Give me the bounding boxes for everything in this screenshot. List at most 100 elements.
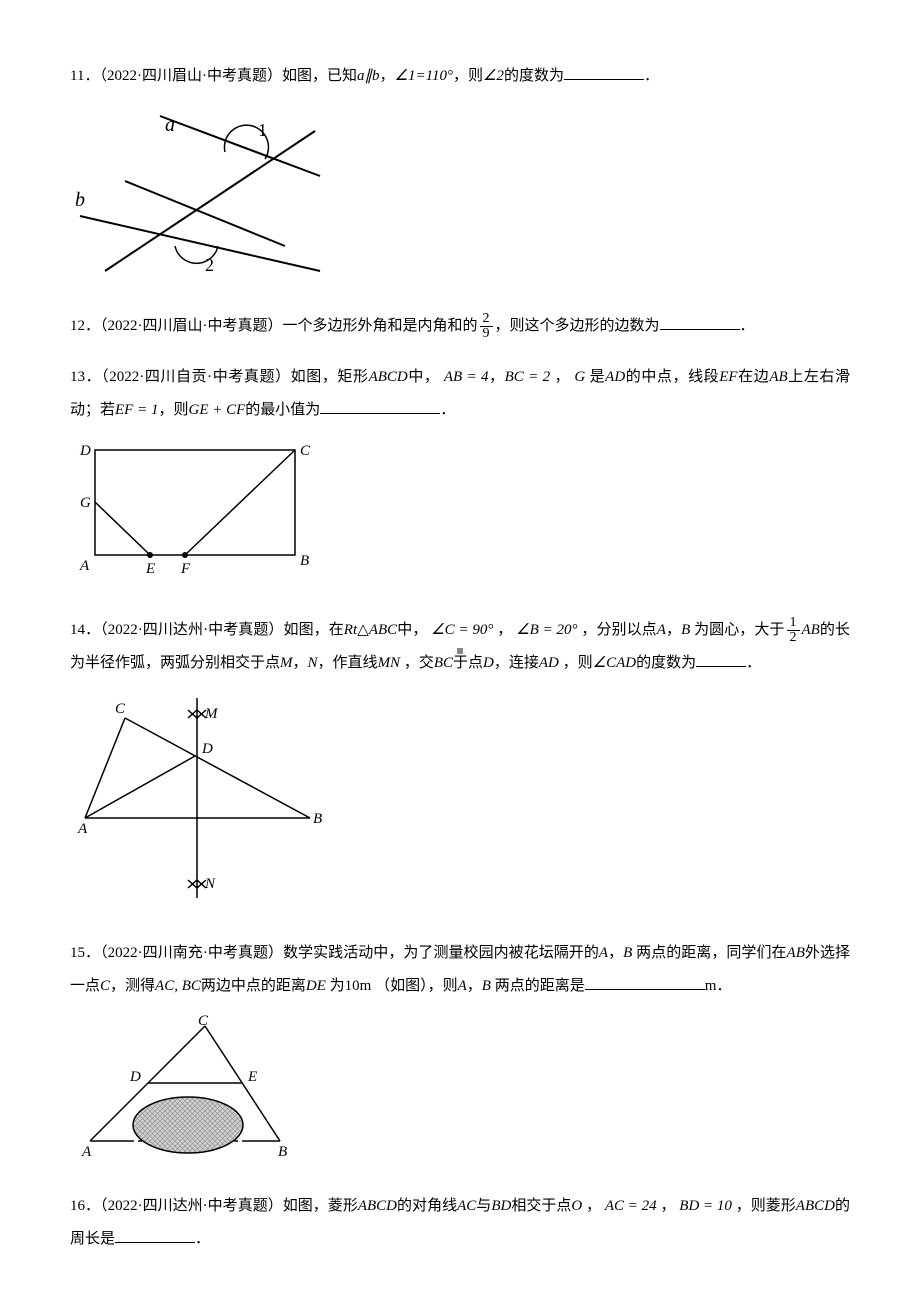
label-1: 1 xyxy=(258,120,267,140)
var: N xyxy=(308,655,318,671)
label-E: E xyxy=(145,561,155,577)
text: 的对角线 xyxy=(397,1198,457,1214)
text: ，则这个多边形的边数为 xyxy=(495,318,660,334)
figure-13: D C G A E F B xyxy=(70,435,850,596)
flower-bed xyxy=(133,1097,243,1153)
text: ，作直线 xyxy=(318,655,378,671)
line-AC xyxy=(85,718,125,818)
text: ， xyxy=(467,978,482,994)
text: 在边 xyxy=(738,369,770,385)
line-a xyxy=(105,131,315,271)
label-N: N xyxy=(204,876,216,892)
text: 如图，在 xyxy=(284,622,344,638)
var: AB xyxy=(787,945,805,961)
text: 如图，矩形 xyxy=(291,369,369,385)
text: 如图，菱形 xyxy=(283,1198,358,1214)
var: B xyxy=(681,622,690,638)
text: 两点的距离，同学们在 xyxy=(636,945,786,961)
problem-14: 14．（2022·四川达州·中考真题）如图，在Rt△ABC中， ∠C = 90°… xyxy=(70,614,850,919)
text: ，交 xyxy=(404,655,434,671)
q-number: 12 xyxy=(70,318,85,334)
var: ABC xyxy=(369,622,397,638)
label-D: D xyxy=(79,443,91,459)
q-source: （2022·四川达州·中考真题） xyxy=(100,622,283,638)
label-D: D xyxy=(201,741,213,757)
problem-13-text: 13．（2022·四川自贡·中考真题）如图，矩形ABCD中， AB = 4，BC… xyxy=(70,361,850,427)
problem-16: 16．（2022·四川达州·中考真题）如图，菱形ABCD的对角线AC与BD相交于… xyxy=(70,1190,850,1256)
text: ， xyxy=(554,369,570,385)
text: 的最小值为 xyxy=(245,402,320,418)
label-D: D xyxy=(129,1069,141,1085)
var: EF xyxy=(719,369,737,385)
label-b: b xyxy=(75,189,85,211)
var: AB xyxy=(769,369,787,385)
label-2: 2 xyxy=(205,255,214,275)
label-C: C xyxy=(198,1013,209,1029)
text: ，测得 xyxy=(110,978,155,994)
text: ， xyxy=(488,369,504,385)
period: ． xyxy=(746,655,761,671)
q-source: （2022·四川眉山·中考真题） xyxy=(99,68,282,84)
text: ，连接 xyxy=(494,655,539,671)
expr: a∥b xyxy=(357,68,380,84)
eq: AC = 24 xyxy=(605,1198,657,1214)
var: A xyxy=(458,978,467,994)
label-B: B xyxy=(313,811,322,827)
expr: ∠1=110° xyxy=(395,68,453,84)
figure-15-svg: C D E A B xyxy=(70,1011,310,1161)
text: 是 xyxy=(590,369,606,385)
text: ， xyxy=(497,622,512,638)
label-G: G xyxy=(80,495,91,511)
rectangle xyxy=(95,450,295,555)
eq: BC = 2 xyxy=(505,369,550,385)
period: ． xyxy=(740,318,755,334)
label-B: B xyxy=(300,553,309,569)
problem-12-text: 12．（2022·四川眉山·中考真题）一个多边形外角和是内角和的29，则这个多边… xyxy=(70,310,850,343)
var: C xyxy=(100,978,110,994)
text: （如图），则 xyxy=(375,978,458,994)
period: ． xyxy=(195,1231,210,1247)
text: ， xyxy=(608,945,623,961)
label-a: a xyxy=(165,114,175,136)
var: D xyxy=(483,655,494,671)
label-C: C xyxy=(115,701,126,717)
problem-15: 15．（2022·四川南充·中考真题）数学实践活动中，为了测量校园内被花坛隔开的… xyxy=(70,937,850,1172)
var: ABCD xyxy=(796,1198,835,1214)
line-CF xyxy=(185,450,295,555)
text: 为圆心，大于 xyxy=(694,622,784,638)
var: MN xyxy=(378,655,401,671)
var: AB xyxy=(802,622,820,638)
var: B xyxy=(482,978,491,994)
var: O xyxy=(571,1198,582,1214)
answer-blank xyxy=(585,975,705,990)
text: 两点的距离是 xyxy=(495,978,585,994)
point-E xyxy=(147,552,153,558)
text: ，则 xyxy=(453,68,483,84)
point-F xyxy=(182,552,188,558)
q-source: （2022·四川达州·中考真题） xyxy=(100,1198,283,1214)
var: BC xyxy=(434,655,453,671)
label-M: M xyxy=(204,706,219,722)
figure-11: a b 1 2 xyxy=(70,101,850,292)
eq: ∠C = 90° xyxy=(431,622,493,638)
rt: Rt xyxy=(344,622,357,638)
eq: ∠B = 20° xyxy=(516,622,577,638)
q-source: （2022·四川自贡·中考真题） xyxy=(101,369,290,385)
text: 与 xyxy=(476,1198,491,1214)
q-source: （2022·四川南充·中考真题） xyxy=(100,945,283,961)
var: AD xyxy=(605,369,625,385)
text: 于点 xyxy=(453,655,483,671)
text: ，则菱形 xyxy=(736,1198,796,1214)
answer-blank xyxy=(696,652,746,667)
problem-12: 12．（2022·四川眉山·中考真题）一个多边形外角和是内角和的29，则这个多边… xyxy=(70,310,850,343)
label-A: A xyxy=(79,558,90,574)
expr: GE + CF xyxy=(188,402,245,418)
text: ，则 xyxy=(158,402,188,418)
text: ， xyxy=(379,68,394,84)
text: 的度数为 xyxy=(636,655,696,671)
var: AD xyxy=(539,655,559,671)
text: ， xyxy=(660,1198,675,1214)
label-E: E xyxy=(247,1069,257,1085)
tri: △ xyxy=(357,622,369,638)
transversal-mid xyxy=(125,181,285,246)
